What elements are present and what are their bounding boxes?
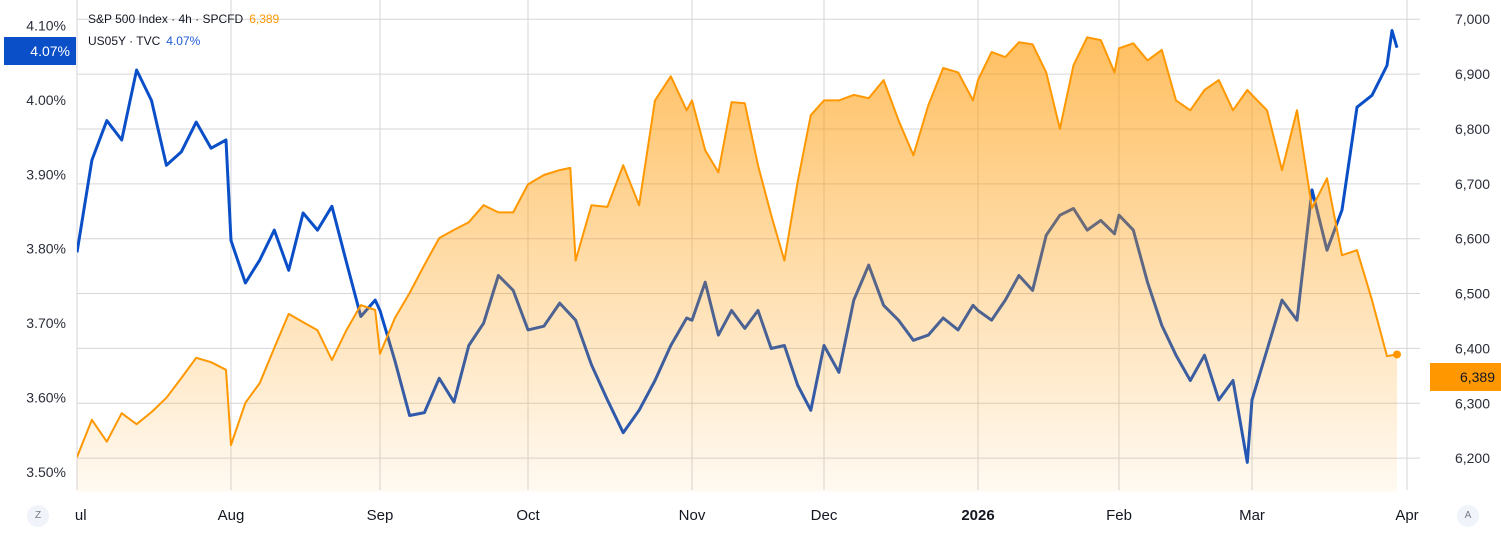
x-axis-tick-label: 2026 <box>961 507 994 524</box>
x-axis-tick-label: Dec <box>811 507 838 524</box>
right-axis-tick-label: 6,200 <box>1455 450 1490 466</box>
right-axis-tick-label: 6,700 <box>1455 176 1490 192</box>
x-axis-tick-label: Apr <box>1395 507 1418 524</box>
legend-label: US05Y · TVC <box>88 34 161 48</box>
left-axis: 4.10% 4.00% 3.90% 3.80% 3.70% 3.60% 3.50% <box>26 17 66 480</box>
x-axis: Jul Aug Sep Oct Nov Dec 2026 Feb Mar Apr <box>67 507 1419 524</box>
legend-value: 4.07% <box>166 34 201 48</box>
right-axis: 7,000 6,900 6,800 6,700 6,600 6,500 6,400 6,300… <box>1455 11 1490 466</box>
left-axis-tick-label: 3.70% <box>26 315 66 331</box>
log-scale-button[interactable]: Z <box>27 505 49 527</box>
right-axis-tick-label: 7,000 <box>1455 11 1490 27</box>
x-axis-tick-label: Mar <box>1239 507 1265 524</box>
series-area-spx <box>77 37 1397 492</box>
right-axis-tick-label: 6,900 <box>1455 66 1490 82</box>
left-axis-tick-label: 3.80% <box>26 241 66 257</box>
left-axis-tick-label: 4.10% <box>26 17 66 33</box>
left-axis-tick-label: 3.90% <box>26 166 66 182</box>
right-axis-tick-label: 6,800 <box>1455 121 1490 137</box>
legend-label: S&P 500 Index · 4h · SPCFD <box>88 12 244 26</box>
legend-item-spx[interactable]: S&P 500 Index · 4h · SPCFD 6,389 <box>88 12 279 26</box>
left-axis-tick-label: 3.50% <box>26 464 66 480</box>
x-axis-tick-label: Nov <box>679 507 706 524</box>
left-axis-last-value-tag: 4.07% <box>4 37 76 65</box>
right-axis-tick-label: 6,600 <box>1455 231 1490 247</box>
x-axis-tick-label: Feb <box>1106 507 1132 524</box>
right-axis-last-value-tag: 6,389 <box>1430 363 1501 391</box>
right-axis-tick-label: 6,300 <box>1455 395 1490 411</box>
x-axis-tick-label: Jul <box>67 507 86 524</box>
last-point-marker-spx <box>1393 350 1401 359</box>
legend-item-us05y[interactable]: US05Y · TVC 4.07% <box>88 34 200 48</box>
right-axis-tick-label: 6,400 <box>1455 340 1490 356</box>
left-axis-tick-label: 4.00% <box>26 92 66 108</box>
legend-value: 6,389 <box>249 12 280 26</box>
left-axis-tick-label: 3.60% <box>26 390 66 406</box>
x-axis-tick-label: Sep <box>367 507 394 524</box>
x-axis-tick-label: Oct <box>516 507 540 524</box>
right-axis-tick-label: 6,500 <box>1455 286 1490 302</box>
auto-scale-button[interactable]: A <box>1457 505 1479 527</box>
series-line-spx <box>77 36 1398 458</box>
x-axis-tick-label: Aug <box>218 507 245 524</box>
